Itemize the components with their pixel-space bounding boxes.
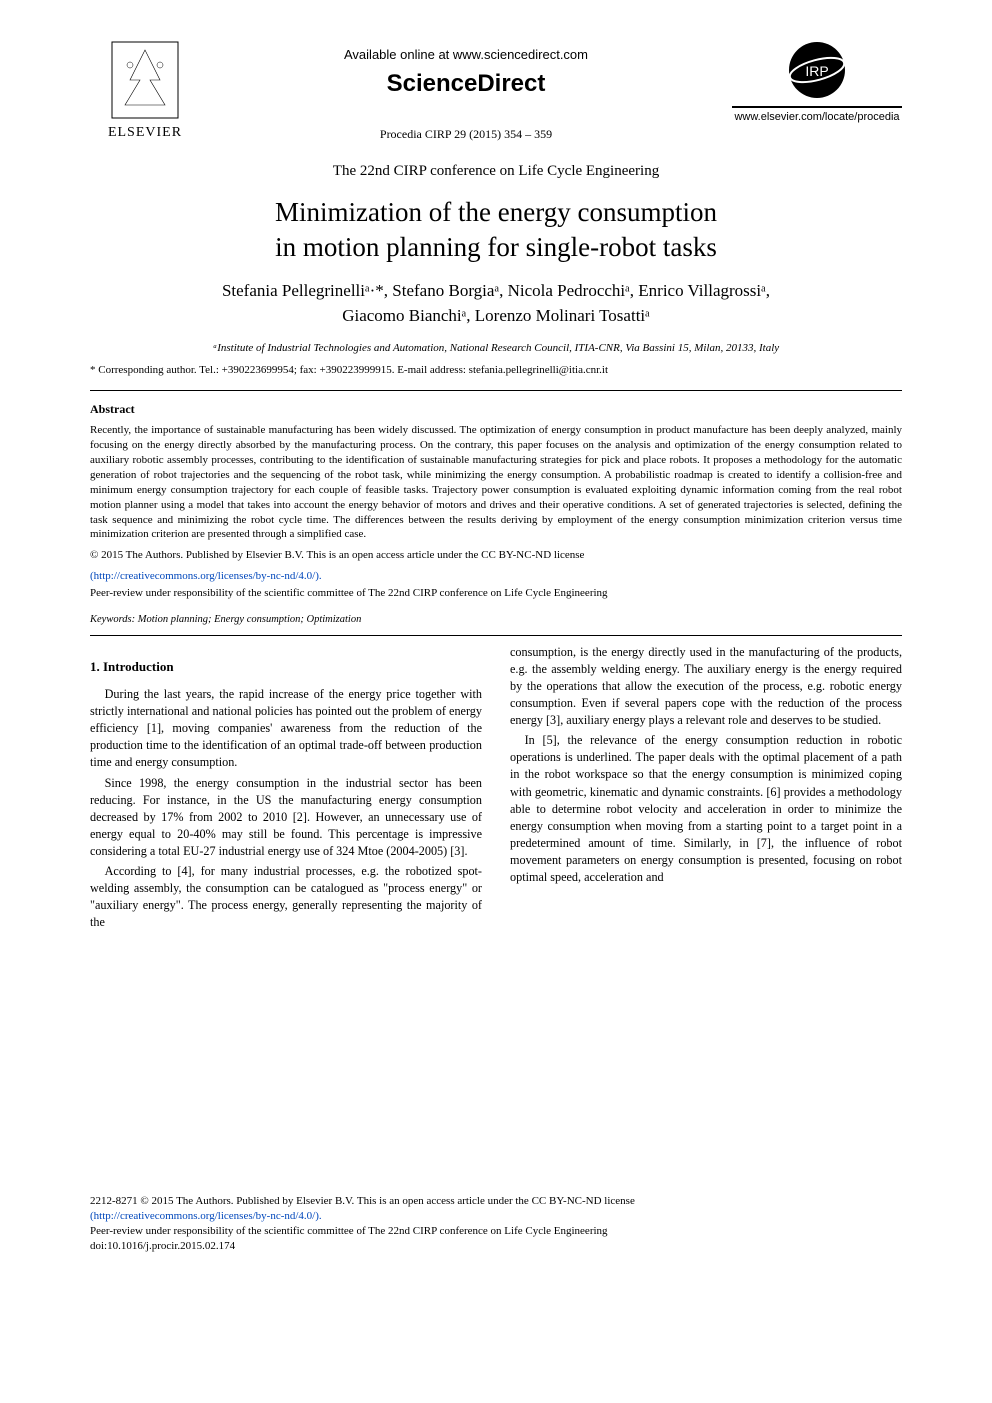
available-online: Available online at www.sciencedirect.co… <box>200 46 732 64</box>
footer-doi: doi:10.1016/j.procir.2015.02.174 <box>90 1239 902 1254</box>
body-paragraph: consumption, is the energy directly used… <box>510 644 902 729</box>
corresponding-author: * Corresponding author. Tel.: +390223699… <box>90 363 902 378</box>
footer-cc-link[interactable]: (http://creativecommons.org/licenses/by-… <box>90 1209 902 1224</box>
section-1-heading: 1. Introduction <box>90 658 482 676</box>
affiliation: ᵃInstitute of Industrial Technologies an… <box>90 341 902 356</box>
authors-line-1: Stefania Pellegrinelliᵃ·*, Stefano Borgi… <box>222 281 770 300</box>
cc-license-link[interactable]: (http://creativecommons.org/licenses/by-… <box>90 569 902 584</box>
center-header: Available online at www.sciencedirect.co… <box>200 40 732 142</box>
irp-block: IRP www.elsevier.com/locate/procedia <box>732 40 902 125</box>
sciencedirect-logo: ScienceDirect <box>200 68 732 100</box>
peer-review-line: Peer-review under responsibility of the … <box>90 586 902 601</box>
body-paragraph: In [5], the relevance of the energy cons… <box>510 732 902 886</box>
keywords-line: Keywords: Motion planning; Energy consum… <box>90 613 902 627</box>
body-paragraph: According to [4], for many industrial pr… <box>90 863 482 931</box>
keywords-text: Motion planning; Energy consumption; Opt… <box>135 614 361 625</box>
footer-copyright: 2212-8271 © 2015 The Authors. Published … <box>90 1194 902 1209</box>
title-line-1: Minimization of the energy consumption <box>275 197 717 227</box>
abstract-heading: Abstract <box>90 401 902 417</box>
divider <box>90 390 902 391</box>
body-paragraph: During the last years, the rapid increas… <box>90 686 482 771</box>
footer-block: 2212-8271 © 2015 The Authors. Published … <box>90 1194 902 1253</box>
copyright-line: © 2015 The Authors. Published by Elsevie… <box>90 548 902 563</box>
elsevier-tree-icon <box>110 40 180 120</box>
elsevier-label: ELSEVIER <box>90 124 200 143</box>
abstract-text: Recently, the importance of sustainable … <box>90 423 902 542</box>
divider <box>732 106 902 108</box>
procedia-citation: Procedia CIRP 29 (2015) 354 – 359 <box>200 126 732 142</box>
irp-logo-icon: IRP <box>787 40 847 100</box>
two-column-body: 1. Introduction During the last years, t… <box>90 644 902 934</box>
divider <box>90 635 902 636</box>
conference-name: The 22nd CIRP conference on Life Cycle E… <box>90 161 902 181</box>
footer-peer-review: Peer-review under responsibility of the … <box>90 1224 902 1239</box>
body-paragraph: Since 1998, the energy consumption in th… <box>90 775 482 860</box>
authors: Stefania Pellegrinelliᵃ·*, Stefano Borgi… <box>90 279 902 328</box>
elsevier-block: ELSEVIER <box>90 40 200 143</box>
irp-url: www.elsevier.com/locate/procedia <box>732 110 902 125</box>
left-column: 1. Introduction During the last years, t… <box>90 644 482 934</box>
svg-text:IRP: IRP <box>805 63 828 79</box>
right-column: consumption, is the energy directly used… <box>510 644 902 934</box>
title-line-2: in motion planning for single-robot task… <box>275 232 717 262</box>
authors-line-2: Giacomo Bianchiᵃ, Lorenzo Molinari Tosat… <box>342 306 650 325</box>
keywords-label: Keywords: <box>90 614 135 625</box>
header-row: ELSEVIER Available online at www.science… <box>90 40 902 143</box>
paper-title: Minimization of the energy consumption i… <box>90 195 902 265</box>
